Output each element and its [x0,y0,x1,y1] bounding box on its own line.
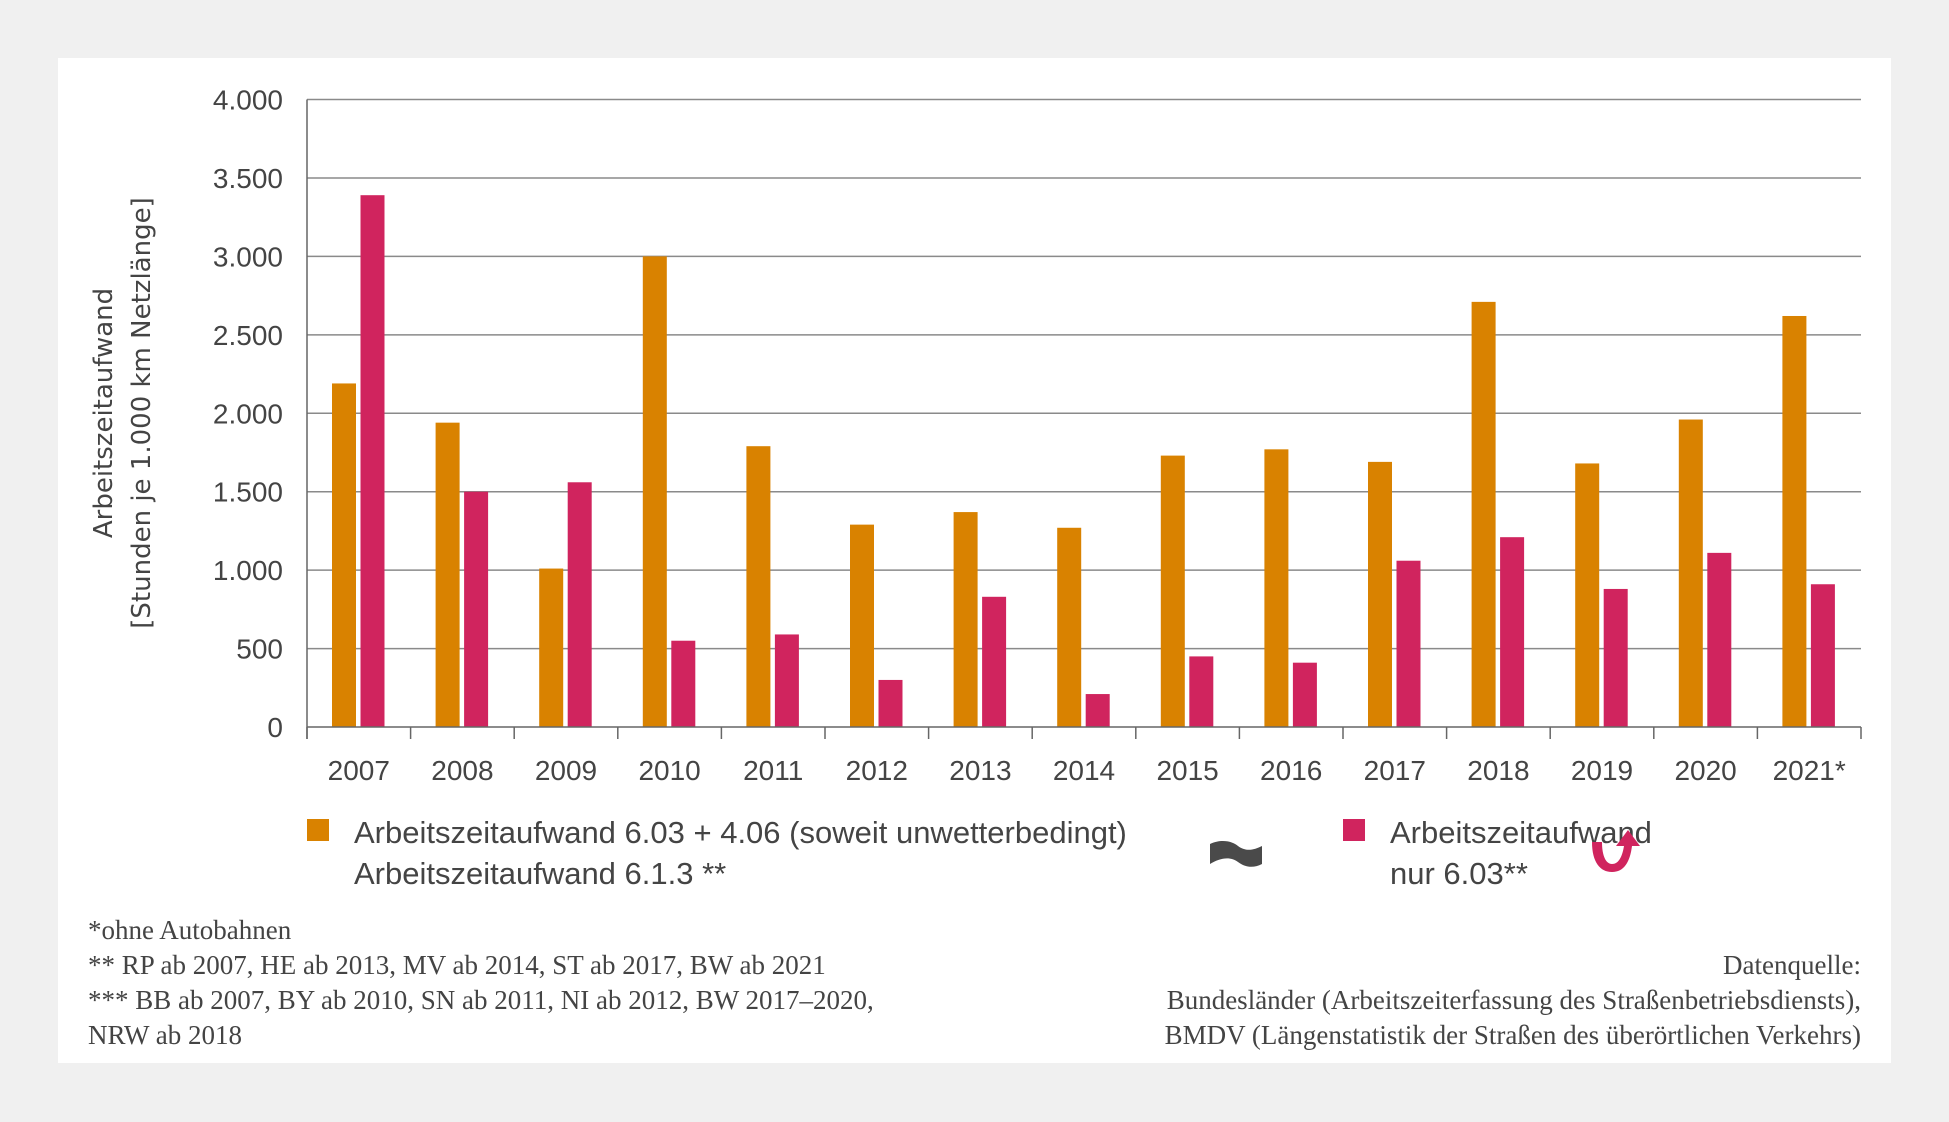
tilde-wave-icon [1210,840,1262,867]
bar-pink-2019 [1603,588,1628,727]
x-tick-label: 2021* [1773,755,1846,786]
x-tick-label: 2014 [1053,755,1115,786]
y-tick-label: 500 [236,634,283,665]
footnote-4: NRW ab 2018 [88,1020,242,1050]
footnotes: *ohne Autobahnen ** RP ab 2007, HE ab 20… [88,913,874,1053]
bar-pink-2016 [1292,662,1317,727]
y-tick-label: 3.500 [213,163,283,194]
bar-orange-2018 [1471,301,1496,727]
bar-pink-2008 [464,491,489,727]
bar-pink-2018 [1500,537,1525,727]
curved-up-arrow-icon [1592,830,1640,872]
x-tick-label: 2008 [431,755,493,786]
x-tick-label: 2016 [1260,755,1322,786]
y-tick-label: 1.000 [213,555,283,586]
source-line-2: BMDV (Längenstatistik der Straßen des üb… [1164,1020,1861,1050]
legend-item-2: Arbeitszeitaufwand nur 6.03** [1390,812,1652,894]
footnote-2: ** RP ab 2007, HE ab 2013, MV ab 2014, S… [88,950,826,980]
y-axis-label-line1: Arbeitszeitaufwand [89,288,119,538]
legend-item-1-line1: Arbeitszeitaufwand 6.03 + 4.06 (soweit u… [354,815,1127,850]
y-tick-label: 1.500 [213,477,283,508]
x-tick-label: 2010 [638,755,700,786]
bar-orange-2012 [850,524,874,727]
legend-item-1: Arbeitszeitaufwand 6.03 + 4.06 (soweit u… [354,812,1127,894]
data-source: Datenquelle: Bundesländer (Arbeitszeiter… [1165,948,1861,1053]
bar-orange-2007 [332,383,356,727]
x-tick-label: 2007 [328,755,390,786]
y-tick-label: 2.000 [213,398,283,429]
bar-pink-2011 [774,634,799,727]
source-line-1: Bundesländer (Arbeitszeiterfassung des S… [1166,985,1861,1015]
legend-item-1-line2: Arbeitszeitaufwand 6.1.3 ** [354,856,727,891]
y-tick-label: 4.000 [213,85,283,116]
bar-orange-2010 [642,256,667,727]
bar-orange-2009 [539,568,564,727]
bar-pink-2009 [567,482,592,727]
legend-swatch-pink [1343,819,1365,841]
x-tick-label: 2019 [1571,755,1633,786]
bar-pink-2015 [1189,656,1214,727]
bar-pink-2012 [878,679,903,727]
bar-orange-2014 [1057,527,1082,727]
bar-orange-2015 [1160,455,1185,727]
bar-pink-2014 [1085,694,1110,727]
bar-orange-2013 [953,512,978,727]
y-axis-label-line2: [Stunden je 1.000 km Netzlänge] [127,197,157,628]
x-tick-label: 2013 [949,755,1011,786]
bar-pink-2007 [360,195,385,728]
bar-orange-2021 [1782,315,1807,727]
footnote-3: *** BB ab 2007, BY ab 2010, SN ab 2011, … [88,985,874,1015]
x-tick-label: 2017 [1364,755,1426,786]
legend-item-2-line2: nur 6.03** [1390,856,1528,891]
bar-orange-2016 [1264,449,1289,727]
bar-pink-2010 [671,640,696,727]
bar-orange-2017 [1368,461,1392,727]
bar-pink-2020 [1707,552,1732,727]
legend-swatch-orange [307,819,329,841]
y-tick-label: 2.500 [213,320,283,351]
footnote-1: *ohne Autobahnen [88,915,292,945]
x-tick-label: 2012 [846,755,908,786]
x-tick-label: 2011 [743,755,803,786]
x-tick-label: 2018 [1467,755,1529,786]
bar-pink-2017 [1396,560,1421,727]
x-tick-label: 2015 [1156,755,1218,786]
bar-orange-2019 [1575,463,1600,727]
bar-orange-2011 [746,446,771,727]
x-tick-label: 2009 [535,755,597,786]
y-tick-label: 0 [267,712,283,743]
bar-orange-2020 [1678,419,1703,727]
y-tick-label: 3.000 [213,241,283,272]
x-tick-label: 2020 [1674,755,1736,786]
source-label: Datenquelle: [1723,950,1861,980]
bar-orange-2008 [435,422,460,727]
bar-pink-2021 [1810,584,1835,727]
legend-item-2-line1: Arbeitszeitaufwand [1390,815,1652,850]
bar-pink-2013 [982,596,1007,727]
